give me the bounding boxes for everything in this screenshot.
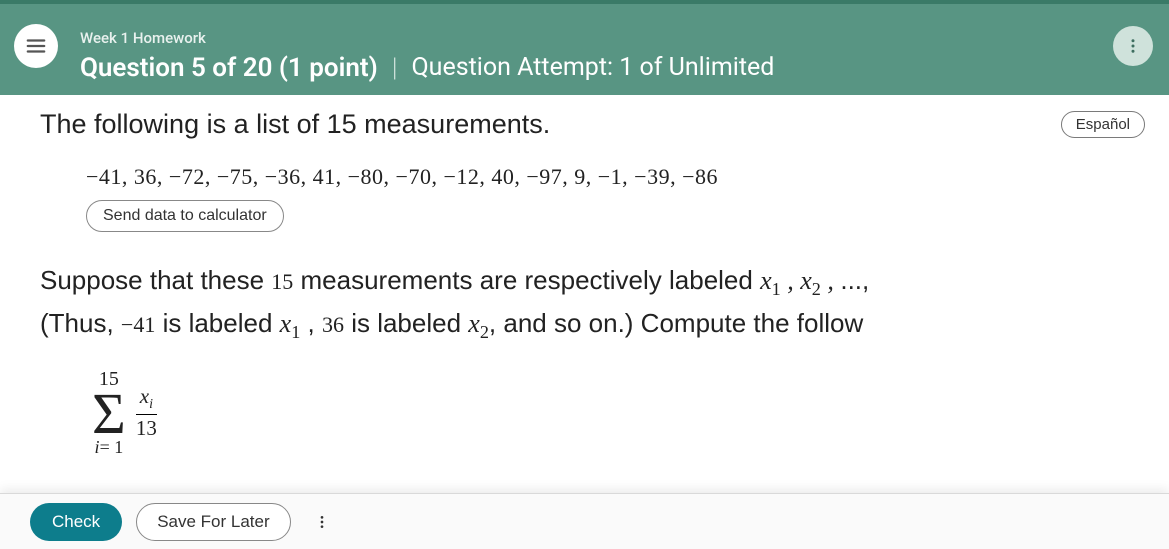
- problem-paragraph: Suppose that these 15 measurements are r…: [40, 260, 1129, 347]
- language-button[interactable]: Español: [1061, 111, 1145, 138]
- header-texts: Week 1 Homework Question 5 of 20 (1 poin…: [80, 13, 1113, 83]
- header-bar: Week 1 Homework Question 5 of 20 (1 poin…: [0, 0, 1169, 95]
- question-line: Question 5 of 20 (1 point) | Question At…: [80, 53, 1113, 83]
- separator: |: [392, 53, 398, 83]
- comma2: ,: [821, 266, 841, 295]
- save-for-later-button[interactable]: Save For Later: [136, 503, 290, 541]
- sigma-expression: 15 Σ i= 1 xi 13: [92, 369, 1129, 456]
- comma3: ,: [300, 308, 322, 338]
- ellipsis: ...,: [840, 265, 869, 295]
- comma1: ,: [781, 266, 801, 295]
- fraction-denominator: 13: [136, 415, 157, 441]
- para-text-5: is labeled: [344, 308, 468, 338]
- measurements-list: −41, 36, −72, −75, −36, 41, −80, −70, −1…: [86, 164, 1129, 190]
- header-more-button[interactable]: [1113, 26, 1153, 66]
- para-text-1: Suppose that these: [40, 265, 271, 295]
- sigma-lower-eq: = 1: [100, 437, 124, 457]
- fraction-numerator: xi: [136, 384, 157, 415]
- sub-2b: 2: [480, 323, 489, 343]
- header-accent: [0, 0, 1169, 4]
- intro-text: The following is a list of 15 measuremen…: [40, 109, 1129, 140]
- footer-bar: Check Save For Later: [0, 493, 1169, 549]
- content-area: Español The following is a list of 15 me…: [0, 95, 1169, 493]
- sub-1b: 1: [291, 323, 300, 343]
- val-x1: −41: [121, 312, 155, 337]
- para-text-4: is labeled: [155, 308, 279, 338]
- var-x1: x: [760, 266, 772, 295]
- sigma-symbol-wrap: 15 Σ i= 1: [92, 369, 126, 456]
- sigma-lower: i= 1: [95, 438, 124, 456]
- para-text-2: measurements are respectively labeled: [293, 265, 760, 295]
- send-data-button[interactable]: Send data to calculator: [86, 200, 284, 232]
- check-button[interactable]: Check: [30, 503, 122, 541]
- menu-button[interactable]: [14, 24, 58, 68]
- frac-num-var: x: [140, 384, 149, 408]
- sub-2: 2: [812, 279, 821, 299]
- sub-1: 1: [772, 279, 781, 299]
- var-x2: x: [800, 266, 812, 295]
- frac-num-sub: i: [149, 397, 153, 412]
- para-text-3: (Thus,: [40, 308, 121, 338]
- more-vert-icon: [314, 514, 330, 530]
- footer-more-button[interactable]: [305, 505, 339, 539]
- question-label: Question 5 of 20 (1 point): [80, 53, 378, 83]
- hamburger-icon: [25, 35, 47, 57]
- sigma-icon: Σ: [92, 389, 126, 438]
- para-text-6: , and so on.) Compute the follow: [489, 308, 863, 338]
- var-x2b: x: [468, 309, 480, 338]
- attempt-label: Question Attempt: 1 of Unlimited: [411, 53, 774, 82]
- val-x2: 36: [322, 312, 344, 337]
- more-vert-icon: [1124, 37, 1142, 55]
- breadcrumb[interactable]: Week 1 Homework: [80, 29, 1113, 47]
- fraction: xi 13: [136, 384, 157, 441]
- para-n: 15: [271, 269, 293, 294]
- var-x1b: x: [280, 309, 292, 338]
